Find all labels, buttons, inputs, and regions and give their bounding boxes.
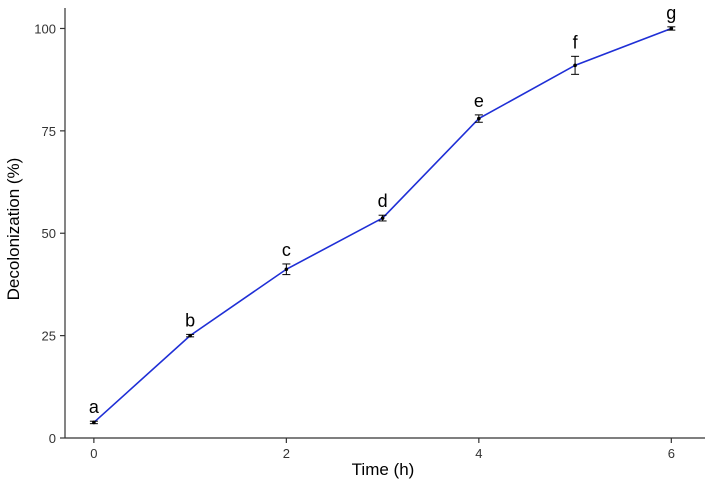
y-tick-label: 25 (42, 329, 56, 344)
x-tick-label: 4 (475, 446, 482, 461)
x-tick-label: 6 (668, 446, 675, 461)
series-line (93, 27, 672, 424)
point-letter-label: d (378, 191, 388, 211)
x-axis-title: Time (h) (352, 460, 415, 479)
x-axis: 0 2 4 6 (65, 437, 705, 461)
x-tick-label: 2 (283, 446, 290, 461)
data-point (669, 26, 674, 31)
data-point (188, 333, 192, 338)
point-letter-label: e (474, 91, 484, 111)
point-letter-label: c (282, 240, 291, 260)
y-tick-label: 75 (42, 124, 56, 139)
point-letter-label: b (185, 310, 195, 330)
y-tick-label: 0 (49, 431, 56, 446)
point-letter-label: g (666, 3, 676, 23)
y-tick-label: 100 (34, 21, 56, 36)
data-point (380, 216, 385, 220)
data-point (477, 116, 481, 121)
y-tick-label: 50 (42, 226, 56, 241)
data-point (92, 420, 96, 425)
data-point (573, 63, 577, 68)
x-tick-label: 0 (90, 446, 97, 461)
data-point (284, 267, 289, 272)
series-group: a b c d e f g (89, 3, 676, 425)
y-axis: 0 25 50 75 100 (34, 8, 66, 446)
point-letter-label: f (573, 32, 579, 52)
point-letter-label: a (89, 397, 100, 417)
y-axis-title: Decolonization (%) (4, 158, 23, 301)
